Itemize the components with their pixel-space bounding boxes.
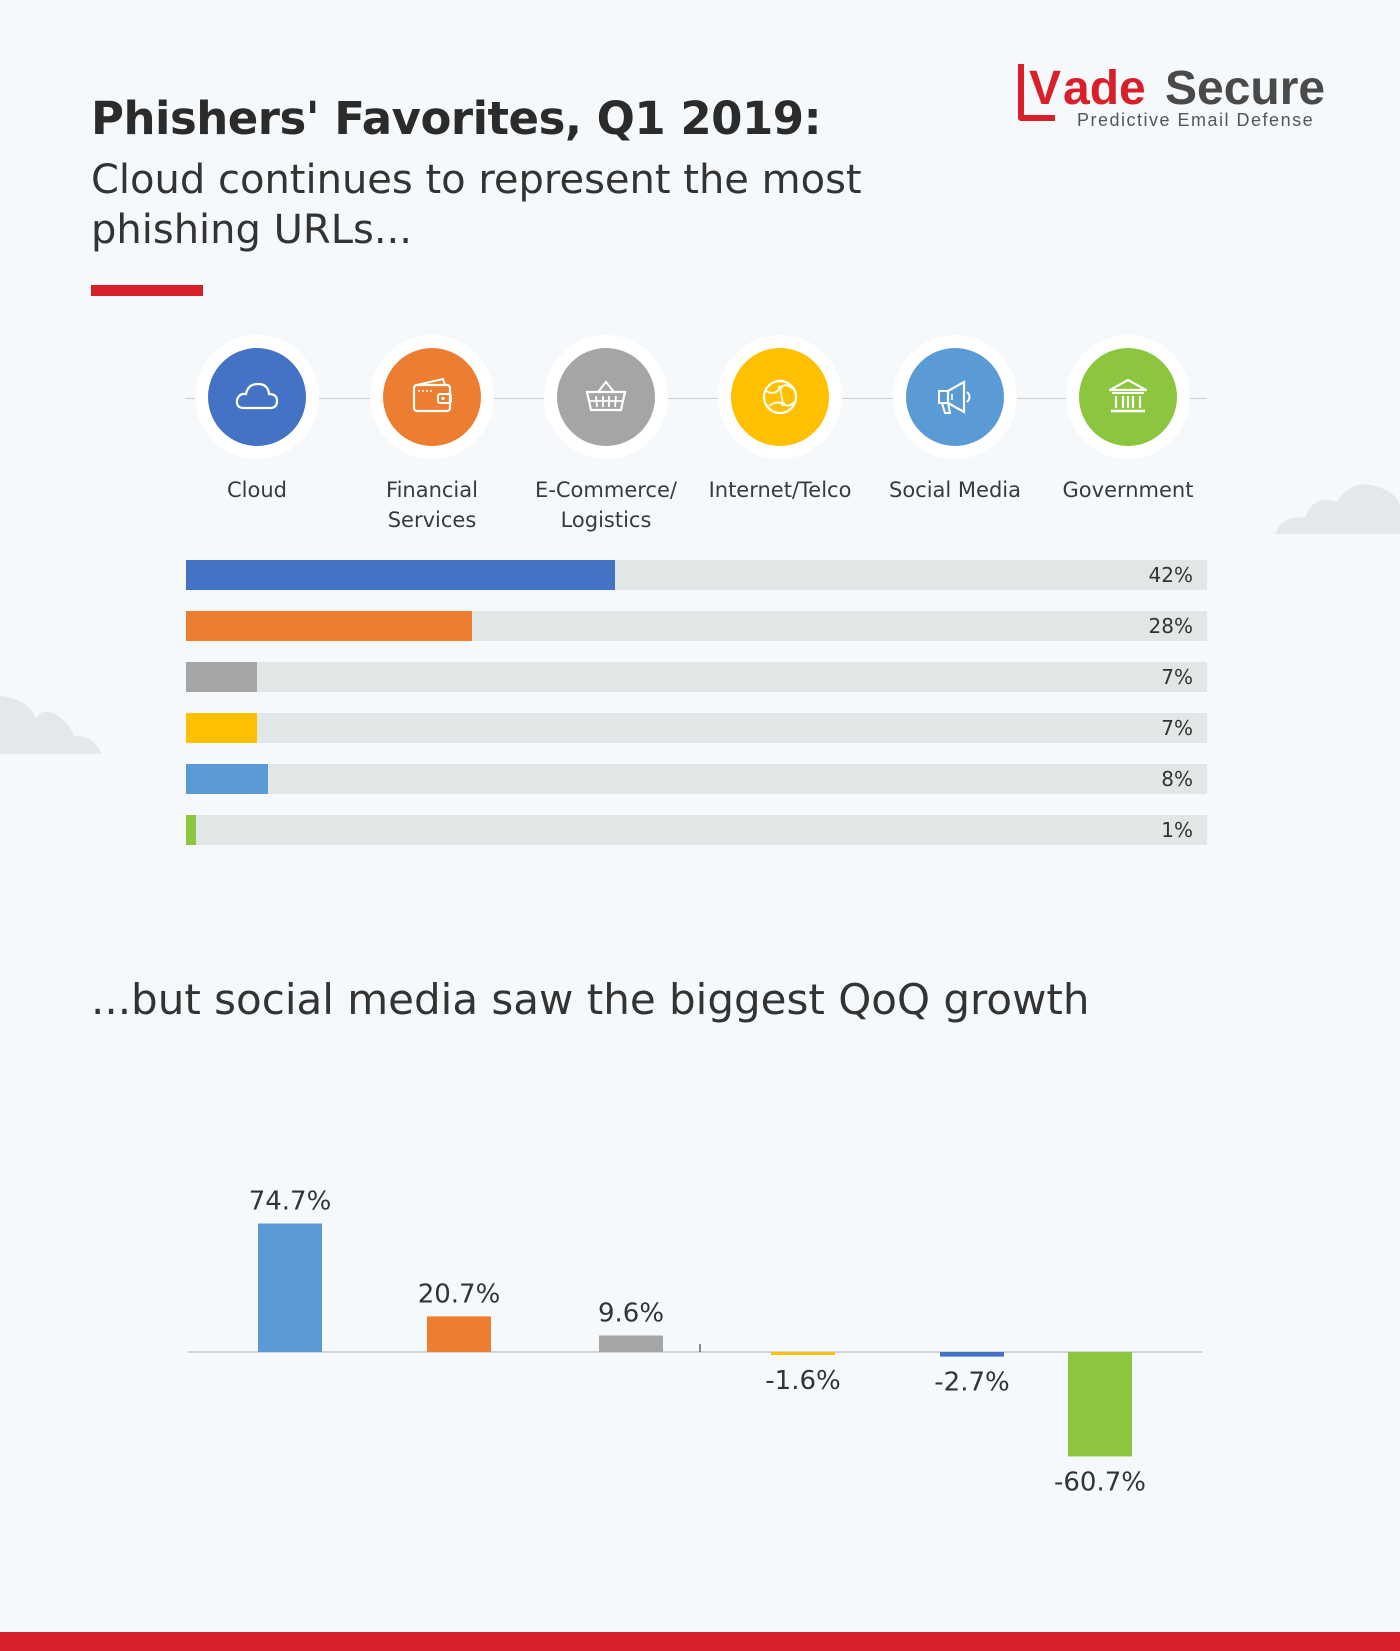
category-label-cloud: Cloud bbox=[227, 478, 287, 502]
growth-bar-label: -1.6% bbox=[765, 1366, 840, 1396]
share-bar-value: 42% bbox=[1148, 563, 1193, 587]
vade-secure-logo: V ade Secure Predictive Email Defense bbox=[1018, 62, 1325, 130]
decor-cloud-left bbox=[0, 696, 102, 754]
logo-check-mark bbox=[1018, 64, 1055, 121]
share-bar-value: 7% bbox=[1161, 716, 1193, 740]
category-label-financial-services: Financial Services bbox=[386, 478, 478, 532]
share-bar-row: 7% bbox=[186, 662, 1207, 692]
share-bar-fill bbox=[186, 713, 258, 743]
page-subtitle: Cloud continues to represent the most ph… bbox=[91, 157, 862, 253]
growth-bar-label: -60.7% bbox=[1054, 1467, 1146, 1497]
category-ecommerce-logistics: E-Commerce/ Logistics bbox=[516, 335, 696, 535]
share-bar-row: 7% bbox=[186, 713, 1207, 743]
category-government: Government bbox=[1038, 335, 1218, 505]
category-label-social-media: Social Media bbox=[888, 478, 1021, 502]
share-bar-value: 7% bbox=[1161, 665, 1193, 689]
qoq-growth-bar-chart: 74.7% 20.7% 9.6% -1.6% -2.7% -60.7% bbox=[188, 1187, 1202, 1497]
share-bar-fill bbox=[186, 662, 258, 692]
share-bar-value: 28% bbox=[1148, 614, 1193, 638]
logo-ade: ade bbox=[1063, 62, 1146, 115]
share-bar-fill bbox=[186, 764, 268, 794]
megaphone-icon bbox=[938, 380, 971, 414]
share-bar-row: 42% bbox=[186, 560, 1207, 590]
growth-heading: ...but social media saw the biggest QoQ … bbox=[91, 975, 1090, 1024]
growth-bar-label: 74.7% bbox=[249, 1187, 332, 1217]
share-bar-value: 8% bbox=[1161, 767, 1193, 791]
decor-cloud-right bbox=[1275, 484, 1400, 534]
category-internet-telco: Internet/Telco bbox=[690, 335, 870, 505]
logo-letter-v: V bbox=[1029, 62, 1061, 115]
phishing-share-bar-chart: 42% 28% 7% 7% 8% 1% bbox=[186, 560, 1207, 866]
growth-bar bbox=[940, 1352, 1004, 1357]
share-bar-fill bbox=[186, 560, 615, 590]
cloud-icon bbox=[235, 382, 279, 410]
wallet-icon bbox=[412, 377, 452, 413]
footer-bar bbox=[0, 1632, 1400, 1651]
basket-icon bbox=[585, 380, 627, 412]
growth-bar-label: -2.7% bbox=[934, 1368, 1009, 1398]
share-bar-row: 1% bbox=[186, 815, 1207, 845]
growth-bar bbox=[427, 1316, 491, 1352]
category-cloud: Cloud bbox=[167, 335, 347, 505]
share-bar-row: 28% bbox=[186, 611, 1207, 641]
page-title: Phishers' Favorites, Q1 2019: bbox=[91, 92, 822, 145]
category-financial-services: Financial Services bbox=[342, 335, 522, 535]
growth-bar-label: 9.6% bbox=[598, 1298, 664, 1328]
share-bar-value: 1% bbox=[1161, 818, 1193, 842]
share-bar-fill bbox=[186, 815, 197, 845]
globe-icon bbox=[762, 379, 798, 415]
growth-bar bbox=[1068, 1352, 1132, 1457]
category-label-government: Government bbox=[1062, 478, 1194, 502]
bank-icon bbox=[1108, 378, 1148, 413]
growth-bar-label: 20.7% bbox=[418, 1279, 501, 1309]
category-social-media: Social Media bbox=[865, 335, 1045, 505]
growth-bar bbox=[258, 1223, 322, 1352]
category-connector-line bbox=[185, 398, 1207, 399]
logo-secure: Secure bbox=[1165, 62, 1325, 115]
share-bar-fill bbox=[186, 611, 472, 641]
logo-tagline: Predictive Email Defense bbox=[1077, 110, 1314, 130]
title-accent-bar bbox=[91, 285, 203, 296]
growth-bar bbox=[771, 1352, 835, 1355]
share-bar-row: 8% bbox=[186, 764, 1207, 794]
category-label-internet-telco: Internet/Telco bbox=[708, 478, 852, 502]
growth-bar bbox=[599, 1335, 663, 1352]
category-label-ecommerce-logistics: E-Commerce/ Logistics bbox=[535, 478, 677, 532]
